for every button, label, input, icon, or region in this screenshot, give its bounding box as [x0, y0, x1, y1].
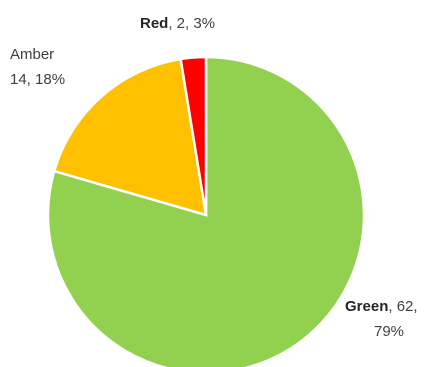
data-label-red: Red, 2, 3%: [140, 15, 215, 32]
data-label-amber-value: 14, 18%: [10, 71, 65, 88]
data-label-red-category: Red: [140, 15, 168, 32]
data-label-green-percent: 79%: [374, 323, 404, 340]
data-label-green: Green, 62,: [345, 298, 418, 315]
pie-slice-red: [179, 55, 208, 216]
data-label-amber-category: Amber: [10, 46, 54, 63]
pie-slices: [46, 55, 366, 367]
data-label-green-value: , 62,: [388, 298, 417, 315]
data-label-red-value: , 2, 3%: [168, 15, 215, 32]
pie-slice-amber: [52, 57, 208, 217]
data-label-green-category: Green: [345, 298, 388, 315]
